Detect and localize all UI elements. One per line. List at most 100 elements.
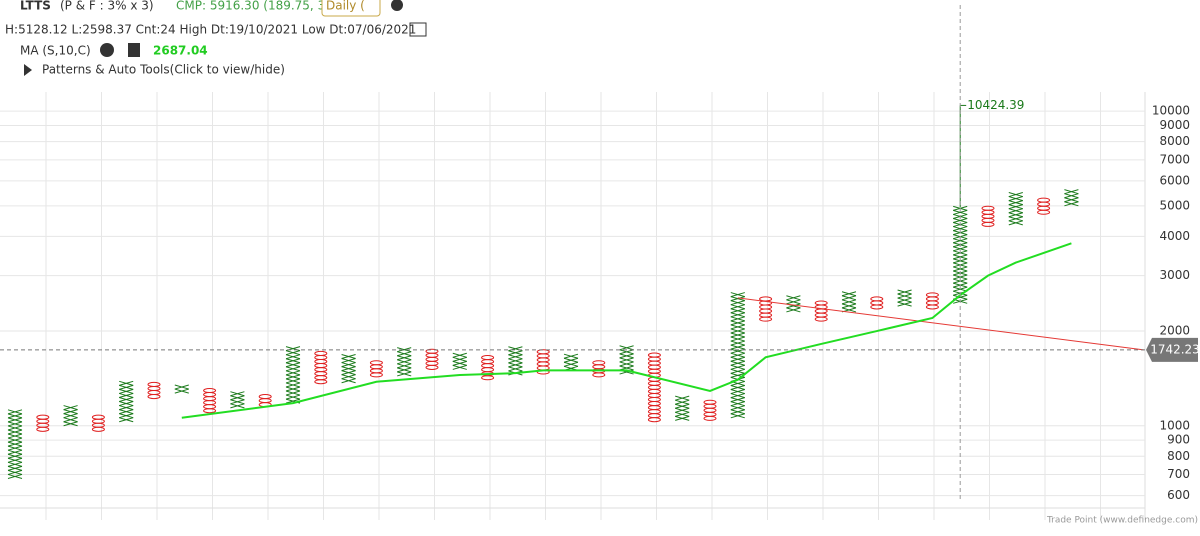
x-box [285,366,301,372]
o-box [647,356,661,362]
period[interactable]: Daily ( [326,0,365,13]
tools-toggle[interactable]: Patterns & Auto Tools(Click to view/hide… [42,63,285,77]
y-tick-label: 4000 [1159,229,1190,243]
o-box [258,398,272,404]
x-box [63,421,78,427]
x-box [119,384,134,390]
o-box [203,400,217,406]
x-box [1064,189,1079,195]
x-box [730,360,745,366]
x-box [730,401,745,407]
x-box [841,303,857,309]
o-box [647,392,661,398]
x-box [285,362,301,368]
y-tick-label: 6000 [1159,173,1190,187]
o-box [759,304,773,310]
o-column [814,300,828,322]
x-box [730,356,745,362]
o-box [314,363,328,369]
x-box [730,344,745,350]
x-box [1008,216,1023,222]
x-box [730,312,745,318]
x-box [7,429,23,435]
settings-icon[interactable] [391,0,403,11]
x-box [7,449,23,455]
o-box [91,418,105,424]
o-box [536,361,550,367]
x-box [285,358,301,364]
x-box [953,238,968,244]
o-box [314,350,328,356]
o-column [258,394,272,408]
ma-delete-icon[interactable] [128,43,140,57]
o-box [870,296,884,302]
o-box [647,413,661,419]
y-tick-label: 700 [1167,467,1190,481]
x-box [7,433,23,439]
x-box [953,209,968,215]
o-box [814,312,828,318]
o-box [314,379,328,385]
x-box [285,370,301,376]
o-box [203,388,217,394]
o-box [36,418,50,424]
x-box [119,392,134,398]
o-box [759,316,773,322]
o-box [647,405,661,411]
y-tick-label: 800 [1167,449,1190,463]
o-box [147,394,161,400]
x-box [285,386,301,392]
x-column [1008,192,1023,226]
x-box [730,316,745,322]
settings[interactable]: (P & F : 3% x 3) [60,0,154,13]
o-column [592,360,606,378]
x-box [7,461,23,467]
o-column [481,355,495,381]
x-box [397,371,412,377]
x-box [730,340,745,346]
x-box [508,358,523,364]
x-box [63,413,78,419]
x-box [508,350,523,356]
x-box [675,403,690,409]
period-select[interactable] [321,0,381,17]
o-box [1037,209,1051,215]
o-box [36,426,50,432]
o-box [481,375,495,381]
o-box [981,213,995,219]
o-column [36,414,50,432]
ma-settings-icon[interactable] [100,43,114,57]
x-box [841,291,857,297]
o-box [925,304,939,310]
x-column [452,352,467,370]
x-box [285,390,301,396]
x-box [119,405,134,411]
x-box [119,413,134,419]
cmp: CMP: 5916.30 (189.75, 3.31%) [176,0,360,13]
x-box [119,409,134,415]
y-tick-label: 1000 [1159,418,1190,432]
x-box [7,457,23,463]
expand-arrow[interactable] [24,64,32,76]
o-box [425,364,439,370]
x-column [341,353,356,384]
o-box [369,364,383,370]
x-box [7,437,23,443]
x-box [675,415,690,421]
o-box [870,300,884,306]
x-column [397,347,412,377]
o-box [425,356,439,362]
o-box [703,415,717,421]
o-box [814,300,828,306]
screenshot-icon[interactable] [409,22,427,37]
o-column [925,292,939,310]
peak-label: 10424.39 [967,98,1024,112]
x-box [397,351,412,357]
ma-line [181,242,1072,419]
stats: H:5128.12 L:2598.37 Cnt:24 High Dt:19/10… [5,23,416,37]
o-column [536,349,550,375]
x-box [730,292,745,298]
x-box [1064,197,1079,203]
plot: 10424.39 1742.23 [0,5,1200,500]
o-box [703,411,717,417]
